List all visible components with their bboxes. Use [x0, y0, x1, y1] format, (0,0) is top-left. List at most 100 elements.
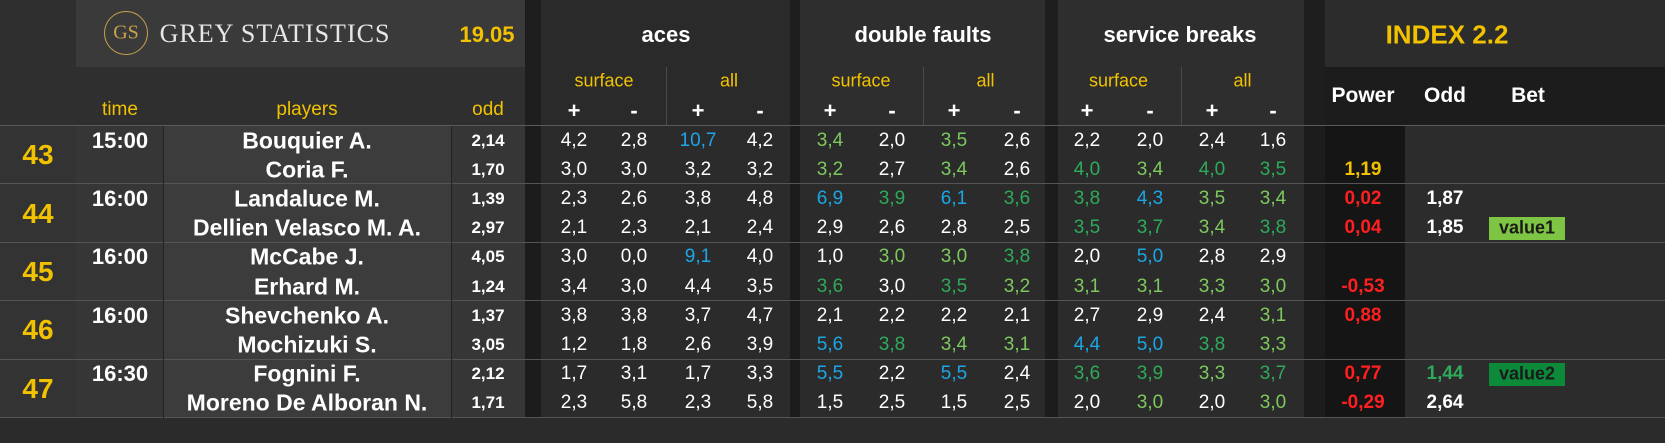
player-name[interactable]: Mochizuki S.	[237, 331, 377, 358]
match-players-bg	[163, 126, 451, 185]
stat-value: 2,9	[1136, 304, 1164, 326]
stat-value: 1,7	[684, 363, 712, 385]
stat-value: 2,5	[1003, 217, 1031, 239]
player-name[interactable]: Landaluce M.	[234, 185, 380, 212]
stat-group-bg	[800, 184, 1045, 243]
stat-value: 3,0	[878, 275, 906, 297]
stat-value: 3,4	[940, 333, 968, 355]
bet-bg	[1487, 242, 1665, 302]
power-bg	[1325, 301, 1405, 360]
col-separator	[451, 301, 452, 360]
stat-value: 2,4	[1198, 304, 1226, 326]
aces-divider	[666, 67, 667, 126]
stat-value: 4,0	[1073, 158, 1101, 180]
stat-value: 3,5	[940, 129, 968, 151]
player-name[interactable]: Dellien Velasco M. A.	[193, 214, 421, 241]
stat-value: 3,7	[684, 304, 712, 326]
double-faults-surface-label: surface	[831, 70, 891, 91]
odd2-bg	[1405, 184, 1487, 243]
bet-label: value1	[1498, 217, 1556, 238]
stat-value: 1,2	[560, 333, 588, 355]
col-separator	[451, 184, 452, 243]
player-name[interactable]: Erhard M.	[253, 273, 361, 300]
stat-value: 5,5	[816, 363, 844, 385]
stat-value: 3,0	[620, 275, 648, 297]
player-name[interactable]: Moreno De Alboran N.	[186, 389, 428, 416]
stat-value: 3,8	[878, 333, 906, 355]
match-num-bg	[0, 242, 76, 302]
odd2-value: 1,85	[1426, 217, 1464, 239]
power-value: 0,02	[1344, 187, 1382, 209]
stat-value: 3,9	[878, 187, 906, 209]
bet-bg	[1487, 301, 1665, 360]
stat-group-bg	[541, 242, 790, 302]
stat-value: 9,1	[684, 246, 712, 268]
stat-value: 3,9	[1136, 363, 1164, 385]
double-faults-minus-label: -	[1013, 98, 1021, 123]
player-odd: 1,24	[471, 276, 505, 296]
stat-value: 2,8	[620, 129, 648, 151]
stat-group-bg	[541, 301, 790, 360]
service-breaks-surface-label: surface	[1088, 70, 1149, 91]
match-num-bg	[0, 184, 76, 243]
aces-group-bg	[541, 0, 790, 126]
match-players-bg	[163, 184, 451, 243]
row-separator	[0, 183, 1665, 185]
bet-badge[interactable]: value2	[1489, 362, 1565, 386]
player-name[interactable]: Shevchenko A.	[224, 302, 390, 329]
double-faults-title: double faults	[854, 22, 992, 47]
stat-value: 1,5	[816, 392, 844, 414]
stat-value: 4,2	[560, 129, 588, 151]
stat-value: 2,6	[620, 187, 648, 209]
power-bg	[1325, 242, 1405, 302]
stat-value: 2,1	[1003, 304, 1031, 326]
player-name[interactable]: Fognini F.	[253, 360, 361, 387]
stat-value: 3,4	[816, 129, 844, 151]
stat-value: 2,3	[560, 392, 588, 414]
stat-value: 5,0	[1136, 333, 1164, 355]
match-row: 46 16:00 Shevchenko A. 1,37 3,8 3,8 3,7 4,7 2,1 2…	[0, 301, 1665, 360]
player-odd: 1,39	[471, 188, 505, 208]
stat-value: 3,1	[1073, 275, 1101, 297]
stat-value: 2,1	[816, 304, 844, 326]
aces-plus-label: +	[567, 98, 581, 123]
stat-value: 5,0	[1136, 246, 1164, 268]
stat-group-bg	[800, 359, 1045, 418]
stat-group-bg	[1058, 184, 1304, 243]
stat-group-bg	[541, 359, 790, 418]
stat-value: 2,4	[746, 217, 774, 239]
match-time: 16:00	[91, 185, 149, 211]
stat-group-bg	[1058, 126, 1304, 185]
odd2-value: 1,87	[1426, 187, 1464, 209]
stat-value: 3,0	[940, 246, 968, 268]
stat-value: 3,0	[1259, 275, 1287, 297]
stat-value: 1,0	[816, 246, 844, 268]
player-name[interactable]: McCabe J.	[250, 243, 364, 270]
stat-value: 3,8	[1003, 246, 1031, 268]
bet-badge[interactable]: value1	[1489, 216, 1565, 240]
stat-value: 3,1	[1136, 275, 1164, 297]
match-time: 15:00	[91, 127, 149, 153]
stat-value: 3,2	[684, 158, 712, 180]
header-date: 19.05	[459, 22, 515, 47]
double-faults-all-label: all	[976, 70, 995, 91]
aces-title: aces	[641, 22, 691, 47]
double-faults-plus-label: +	[823, 98, 837, 123]
stat-value: 2,6	[878, 217, 906, 239]
odd2-value: 2,64	[1426, 392, 1464, 414]
col-separator	[163, 242, 164, 302]
stat-value: 3,0	[560, 246, 588, 268]
stat-value: 3,8	[1198, 333, 1226, 355]
stat-value: 5,8	[620, 392, 648, 414]
stat-value: 3,1	[1259, 304, 1287, 326]
stat-group-bg	[541, 126, 790, 185]
col-power: Power	[1331, 84, 1395, 107]
stat-group-bg	[1058, 301, 1304, 360]
col-separator	[163, 359, 164, 418]
stat-value: 2,3	[620, 217, 648, 239]
stat-value: 3,8	[684, 187, 712, 209]
odd2-bg	[1405, 242, 1487, 302]
player-name[interactable]: Coria F.	[265, 156, 349, 183]
stat-value: 4,4	[684, 275, 712, 297]
player-name[interactable]: Bouquier A.	[242, 127, 372, 154]
